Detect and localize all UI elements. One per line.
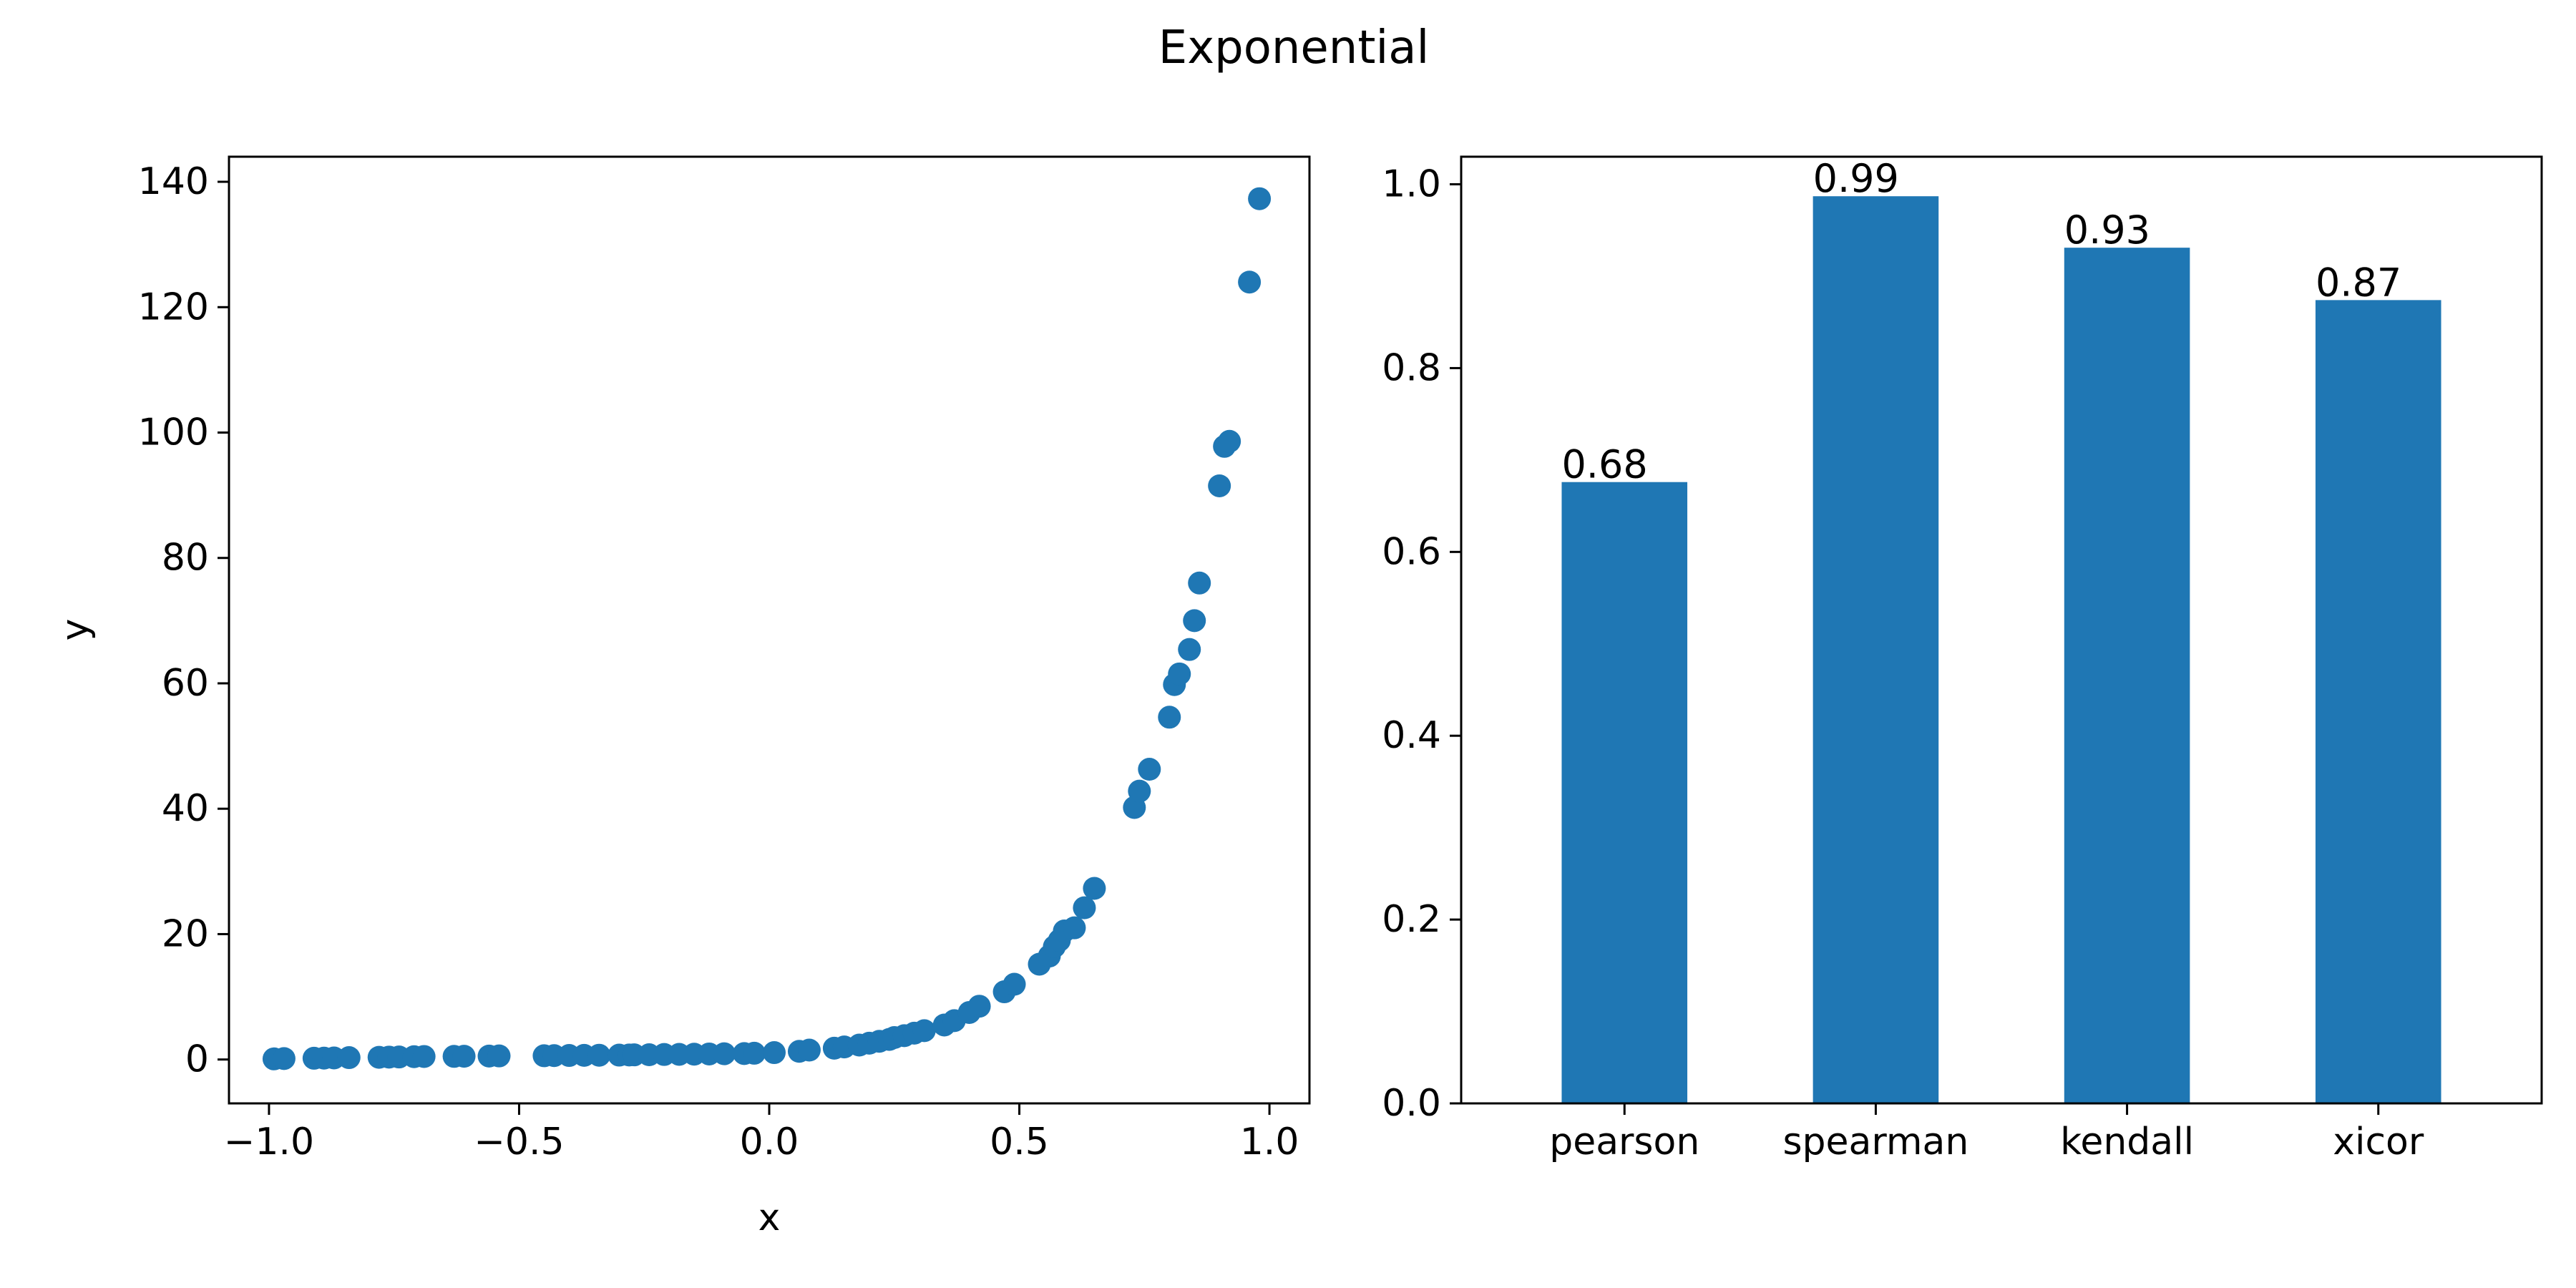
bar-value-label: 0.87 [2316,260,2401,305]
scatter-y-tick-label: 20 [162,912,209,955]
scatter-point [1208,474,1231,497]
scatter-point [967,995,991,1018]
bar-panel: 0.68 0.99 0.93 0.87 pearson spearman kendall x… [1382,155,2543,1163]
scatter-point [797,1038,821,1062]
bar-x-tick-label: pearson [1549,1121,1699,1163]
scatter-point [337,1046,361,1070]
scatter-point [487,1044,511,1068]
bar-bars [1561,196,2441,1104]
scatter-x-axis-label: x [758,1196,781,1239]
bar-x-tick-label: spearman [1782,1121,1968,1163]
scatter-point [1128,779,1151,803]
scatter-point [1238,270,1262,294]
scatter-y-tick-label: 140 [138,160,209,203]
scatter-x-ticks: −1.0 −0.5 0.0 0.5 1.0 [224,1103,1299,1163]
scatter-point [1188,571,1211,595]
scatter-point [412,1045,436,1068]
bar-y-tick-label: 0.2 [1382,898,1441,941]
scatter-point [452,1045,476,1068]
bar-axes-frame [1460,155,2543,1105]
bar-y-tick-label: 0.6 [1382,530,1441,573]
scatter-y-tick-label: 100 [138,411,209,454]
bar-value-label: 0.68 [1561,442,1647,487]
scatter-y-axis-label: y [54,619,97,641]
scatter-point [1002,972,1026,996]
scatter-point [587,1043,611,1067]
scatter-point [1218,429,1241,453]
scatter-point [272,1047,296,1070]
scatter-y-tick-label: 40 [162,787,209,830]
scatter-points [262,187,1272,1070]
bar-y-tick-label: 0.0 [1382,1082,1441,1125]
bar-spearman [1813,196,1939,1103]
scatter-point [1183,609,1206,633]
bar-x-tick-label: kendall [2060,1121,2194,1163]
bar-y-ticks: 0.0 0.2 0.4 0.6 0.8 1.0 [1382,163,1461,1125]
bar-value-label: 0.99 [1813,156,1899,201]
bar-pearson [1561,482,1688,1103]
scatter-y-tick-label: 0 [185,1038,209,1081]
bar-value-labels: 0.68 0.99 0.93 0.87 [1561,156,2401,487]
scatter-x-tick-label: 1.0 [1240,1121,1299,1163]
scatter-point [1083,877,1106,900]
scatter-point [912,1019,936,1043]
scatter-point [713,1042,736,1065]
scatter-point [1248,187,1272,210]
scatter-x-tick-label: 0.0 [740,1121,799,1163]
scatter-point [1178,638,1201,661]
scatter-x-tick-label: 0.5 [990,1121,1049,1163]
scatter-point [1073,896,1096,919]
bar-value-label: 0.93 [2064,208,2150,253]
scatter-point [743,1041,766,1065]
bar-kendall [2064,248,2190,1104]
bar-y-tick-label: 1.0 [1382,163,1441,206]
scatter-point [762,1041,786,1065]
scatter-x-tick-label: −1.0 [224,1121,314,1163]
scatter-point [1063,916,1086,940]
figure-title: Exponential [1158,21,1429,74]
scatter-point [1168,662,1191,686]
bar-xicor [2315,300,2441,1103]
scatter-point [1138,758,1161,781]
scatter-y-tick-label: 80 [162,537,209,580]
scatter-panel: −1.0 −0.5 0.0 0.5 1.0 0 20 40 60 80 100 120 140 x y [54,155,1311,1239]
scatter-x-tick-label: −0.5 [474,1121,564,1163]
scatter-y-tick-label: 60 [162,662,209,705]
scatter-axes-frame [228,155,1311,1105]
scatter-point [1158,706,1181,729]
bar-y-tick-label: 0.4 [1382,714,1441,757]
bar-x-tick-label: xicor [2333,1121,2424,1163]
scatter-y-tick-label: 120 [138,286,209,328]
scatter-y-ticks: 0 20 40 60 80 100 120 140 [138,160,229,1081]
bar-x-ticks: pearson spearman kendall xicor [1549,1103,2424,1163]
bar-y-tick-label: 0.8 [1382,346,1441,389]
